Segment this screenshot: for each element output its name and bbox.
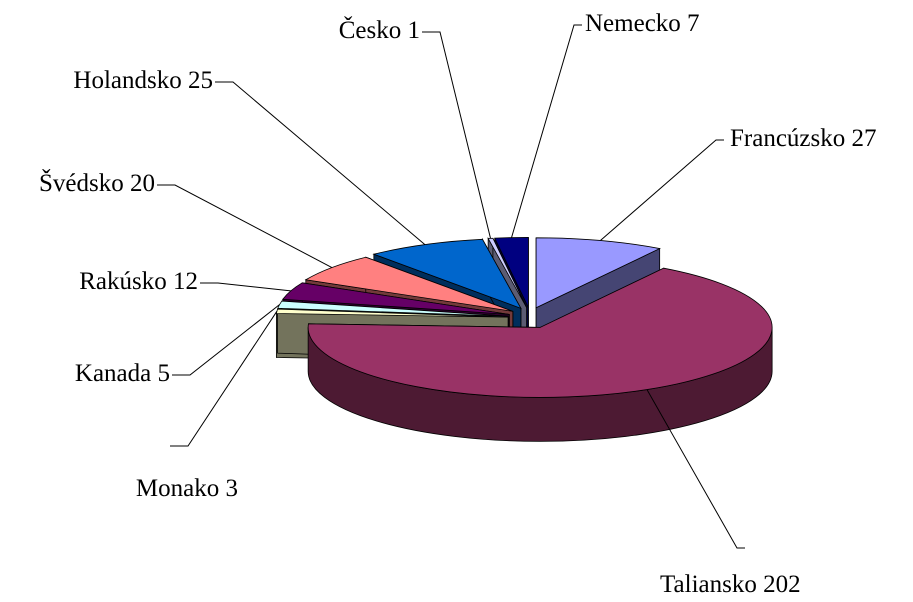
leader-line (646, 389, 745, 549)
leader-line (422, 31, 492, 239)
data-label: Česko 1 (339, 16, 420, 44)
data-label: Francúzsko 27 (730, 125, 877, 152)
leader-line (172, 304, 280, 376)
label-name: Švédsko (39, 168, 124, 197)
label-name: Česko (339, 16, 402, 44)
data-label: Monako 3 (136, 475, 238, 502)
leader-line (170, 311, 278, 447)
label-name: Taliansko (660, 571, 757, 598)
label-value: 5 (158, 360, 171, 387)
leader-line (600, 139, 724, 241)
slice-top (535, 237, 661, 309)
label-value: 3 (226, 475, 239, 502)
label-value: 202 (763, 571, 801, 598)
slice-top (487, 237, 527, 308)
slice-top (282, 282, 510, 315)
data-label: Rakúsko 12 (79, 268, 198, 295)
label-name: Kanada (75, 360, 151, 387)
leader-line (511, 24, 582, 238)
data-label: Kanada 5 (75, 360, 170, 387)
label-value: 12 (173, 268, 198, 295)
slice-top (307, 267, 773, 398)
label-name: Holandsko (73, 67, 181, 94)
leader-line (157, 184, 333, 268)
data-label: Švédsko 20 (39, 168, 155, 197)
label-value: 20 (130, 170, 155, 197)
leader-line (200, 282, 291, 292)
label-name: Monako (136, 475, 219, 502)
label-value: 7 (687, 10, 700, 37)
slice (307, 267, 773, 442)
data-label: Nemecko 7 (585, 10, 700, 37)
label-value: 25 (188, 67, 213, 94)
leader-line (215, 81, 426, 245)
label-value: 27 (852, 125, 877, 152)
label-name: Nemecko (585, 10, 681, 37)
data-label: Taliansko 202 (660, 571, 801, 598)
label-name: Rakúsko (79, 268, 167, 295)
label-value: 1 (408, 17, 421, 44)
data-label: Holandsko 25 (73, 67, 213, 94)
label-name: Francúzsko (730, 125, 845, 152)
